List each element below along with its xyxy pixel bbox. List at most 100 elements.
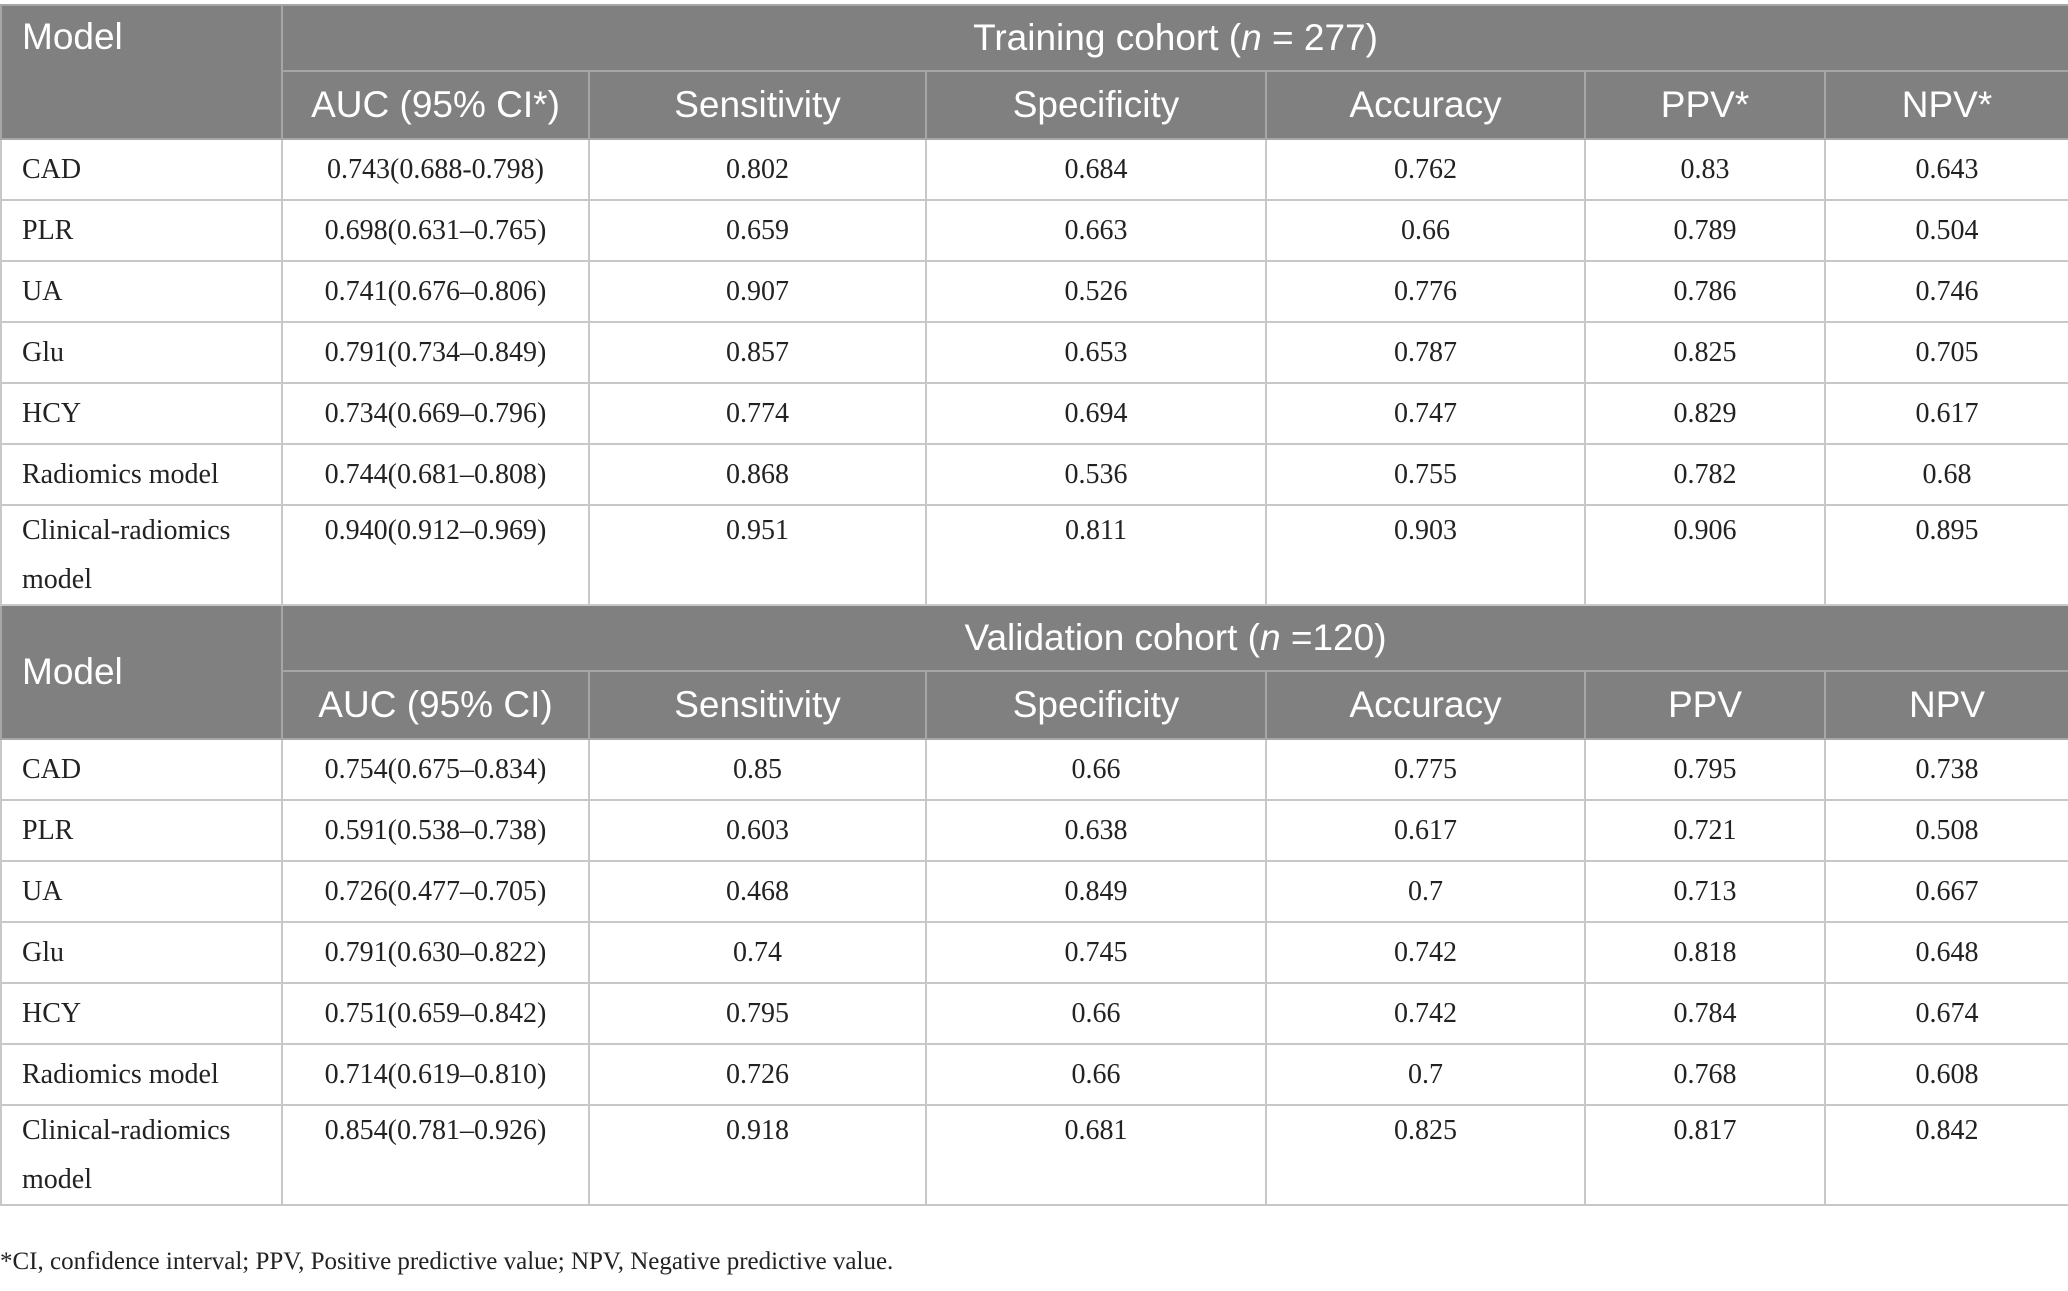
metric-column-header: Accuracy	[1265, 670, 1586, 740]
model-name-cell: CAD	[0, 738, 283, 801]
cohort-title-text: Validation cohort (	[964, 617, 1260, 658]
metric-value-cell: 0.726	[588, 1043, 927, 1106]
metric-value-cell: 0.66	[1265, 199, 1586, 262]
metric-value-cell: 0.951	[588, 504, 927, 606]
table-row: Clinical-radiomics model 0.854(0.781–0.92…	[0, 1104, 2068, 1206]
metric-value-cell: 0.818	[1584, 921, 1826, 984]
metric-value-cell: 0.726(0.477–0.705)	[281, 860, 590, 923]
metric-value-cell: 0.868	[588, 443, 927, 506]
cohort-title: Training cohort (n = 277)	[280, 4, 2068, 72]
cohort-header-row: Model Validation cohort (n =120)	[0, 604, 2068, 740]
metric-value-cell: 0.918	[588, 1104, 927, 1206]
metric-value-cell: 0.745	[925, 921, 1267, 984]
model-name-cell: Radiomics model	[0, 443, 283, 506]
table-row: HCY 0.734(0.669–0.796) 0.774 0.694 0.747 0.82…	[0, 382, 2068, 445]
cohort-header-row: Model Training cohort (n = 277)	[0, 4, 2068, 140]
metric-column-header: Sensitivity	[588, 670, 927, 740]
metric-value-cell: 0.895	[1823, 504, 2068, 606]
metric-value-cell: 0.7	[1265, 1043, 1586, 1106]
metric-value-cell: 0.85	[588, 738, 927, 801]
metric-column-header: PPV	[1584, 670, 1826, 740]
metric-value-cell: 0.526	[925, 260, 1267, 323]
metric-value-cell: 0.741(0.676–0.806)	[281, 260, 590, 323]
metric-value-cell: 0.787	[1265, 321, 1586, 384]
model-name-cell: Clinical-radiomics model	[0, 1104, 283, 1206]
metric-column-header: PPV*	[1584, 70, 1826, 140]
metric-value-cell: 0.907	[588, 260, 927, 323]
metric-value-cell: 0.734(0.669–0.796)	[281, 382, 590, 445]
model-name-cell: Clinical-radiomics model	[0, 504, 283, 606]
metric-value-cell: 0.795	[1584, 738, 1826, 801]
metric-value-cell: 0.746	[1823, 260, 2068, 323]
metric-value-cell: 0.849	[925, 860, 1267, 923]
metric-column-header: Accuracy	[1265, 70, 1586, 140]
model-name-cell: UA	[0, 260, 283, 323]
metric-value-cell: 0.742	[1265, 982, 1586, 1045]
metric-value-cell: 0.617	[1823, 382, 2068, 445]
metric-value-cell: 0.940(0.912–0.969)	[281, 504, 590, 606]
metric-value-cell: 0.603	[588, 799, 927, 862]
metric-value-cell: 0.663	[925, 199, 1267, 262]
model-name-cell: CAD	[0, 138, 283, 201]
model-column-header: Model	[0, 604, 283, 740]
metric-value-cell: 0.854(0.781–0.926)	[281, 1104, 590, 1206]
table-row: Glu 0.791(0.630–0.822) 0.74 0.745 0.742 0.818…	[0, 921, 2068, 984]
metric-value-cell: 0.754(0.675–0.834)	[281, 738, 590, 801]
metric-value-cell: 0.857	[588, 321, 927, 384]
metric-column-header: Specificity	[925, 70, 1267, 140]
metric-value-cell: 0.74	[588, 921, 927, 984]
cohort-n-symbol: n	[1260, 617, 1281, 658]
metric-value-cell: 0.684	[925, 138, 1267, 201]
metric-value-cell: 0.825	[1584, 321, 1826, 384]
metric-value-cell: 0.762	[1265, 138, 1586, 201]
table-row: UA 0.726(0.477–0.705) 0.468 0.849 0.7 0.713 0.…	[0, 860, 2068, 923]
model-name-cell: PLR	[0, 799, 283, 862]
table-row: HCY 0.751(0.659–0.842) 0.795 0.66 0.742 0.784…	[0, 982, 2068, 1045]
metric-value-cell: 0.743(0.688-0.798)	[281, 138, 590, 201]
metric-value-cell: 0.817	[1584, 1104, 1826, 1206]
metric-value-cell: 0.714(0.619–0.810)	[281, 1043, 590, 1106]
cohort-n-symbol: n	[1241, 17, 1262, 58]
metric-value-cell: 0.906	[1584, 504, 1826, 606]
metric-value-cell: 0.7	[1265, 860, 1586, 923]
metric-value-cell: 0.775	[1265, 738, 1586, 801]
metric-value-cell: 0.721	[1584, 799, 1826, 862]
metric-value-cell: 0.751(0.659–0.842)	[281, 982, 590, 1045]
metric-value-cell: 0.791(0.630–0.822)	[281, 921, 590, 984]
metric-value-cell: 0.903	[1265, 504, 1586, 606]
metric-value-cell: 0.825	[1265, 1104, 1586, 1206]
model-name-cell: PLR	[0, 199, 283, 262]
metric-value-cell: 0.776	[1265, 260, 1586, 323]
table-row: PLR 0.698(0.631–0.765) 0.659 0.663 0.66 0.789…	[0, 199, 2068, 262]
metric-value-cell: 0.811	[925, 504, 1267, 606]
table-row: Radiomics model 0.714(0.619–0.810) 0.726 0.…	[0, 1043, 2068, 1106]
metric-value-cell: 0.468	[588, 860, 927, 923]
metric-value-cell: 0.784	[1584, 982, 1826, 1045]
model-name-cell: Glu	[0, 921, 283, 984]
metric-value-cell: 0.842	[1823, 1104, 2068, 1206]
metric-value-cell: 0.755	[1265, 443, 1586, 506]
metric-value-cell: 0.66	[925, 982, 1267, 1045]
metric-value-cell: 0.774	[588, 382, 927, 445]
model-name-cell: HCY	[0, 382, 283, 445]
metric-value-cell: 0.738	[1823, 738, 2068, 801]
metric-value-cell: 0.648	[1823, 921, 2068, 984]
metric-value-cell: 0.504	[1823, 199, 2068, 262]
metric-value-cell: 0.638	[925, 799, 1267, 862]
metric-value-cell: 0.829	[1584, 382, 1826, 445]
cohort-size: = 277)	[1261, 17, 1378, 58]
metric-value-cell: 0.791(0.734–0.849)	[281, 321, 590, 384]
metric-value-cell: 0.66	[925, 1043, 1267, 1106]
metric-value-cell: 0.768	[1584, 1043, 1826, 1106]
metric-value-cell: 0.643	[1823, 138, 2068, 201]
metric-value-cell: 0.786	[1584, 260, 1826, 323]
cohort-size: =120)	[1280, 617, 1387, 658]
metric-value-cell: 0.653	[925, 321, 1267, 384]
table-row: UA 0.741(0.676–0.806) 0.907 0.526 0.776 0.786…	[0, 260, 2068, 323]
metric-value-cell: 0.698(0.631–0.765)	[281, 199, 590, 262]
metric-value-cell: 0.789	[1584, 199, 1826, 262]
cohort-title-text: Training cohort (	[973, 17, 1242, 58]
metric-value-cell: 0.674	[1823, 982, 2068, 1045]
table-row: Clinical-radiomics model 0.940(0.912–0.96…	[0, 504, 2068, 606]
table-row: Radiomics model 0.744(0.681–0.808) 0.868 0.…	[0, 443, 2068, 506]
